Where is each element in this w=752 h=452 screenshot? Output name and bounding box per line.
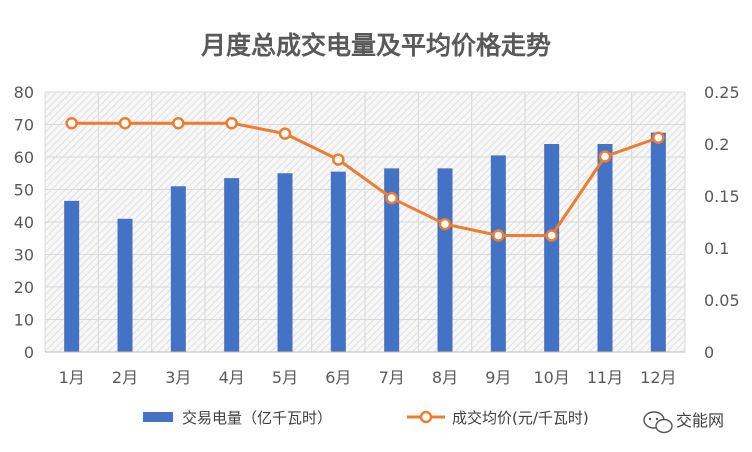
bar — [117, 218, 133, 352]
bar-series — [64, 132, 666, 352]
line-point — [492, 229, 505, 242]
line-point — [118, 116, 132, 130]
chart-title: 月度总成交电量及平均价格走势 — [200, 31, 551, 60]
watermark: 交能网 — [643, 411, 724, 434]
line-point — [545, 229, 558, 242]
y-right-tick-label: 0.05 — [704, 291, 740, 310]
chat-bubble-icon — [643, 411, 673, 434]
line-point — [385, 191, 398, 205]
x-tick-label: 5月 — [272, 368, 298, 387]
bar — [384, 168, 400, 352]
line-point — [65, 116, 78, 130]
legend: 交易电量（亿千瓦时） 成交均价(元/千瓦时) — [143, 409, 589, 427]
x-tick-label: 4月 — [219, 368, 245, 387]
legend-bar-swatch — [143, 412, 173, 422]
bar — [597, 144, 613, 352]
line-point — [332, 153, 345, 166]
x-tick-label: 12月 — [640, 368, 676, 387]
line-point — [598, 150, 612, 163]
price-line — [71, 121, 659, 238]
bar — [544, 144, 560, 352]
line-series — [65, 116, 665, 242]
x-tick-label: 10月 — [533, 368, 569, 387]
y-right-tick-label: 0 — [704, 343, 714, 362]
x-tick-label: 6月 — [325, 368, 351, 387]
y-right-tick-label: 0.1 — [704, 239, 729, 258]
bar — [170, 186, 186, 352]
watermark-text: 交能网 — [676, 411, 724, 430]
x-tick-label: 7月 — [379, 368, 405, 387]
y-right-tick-label: 0.15 — [704, 187, 740, 206]
y-left-tick-label: 50 — [14, 181, 34, 200]
y-left-tick-label: 40 — [14, 213, 34, 232]
bar — [330, 171, 346, 352]
x-tick-label: 1月 — [59, 368, 85, 387]
bar — [490, 155, 506, 352]
y-left-tick-label: 0 — [24, 343, 34, 362]
x-axis: 1月 2月 3月 4月 5月 6月 7月 8月 9月 10月 11月 12月 — [45, 351, 685, 387]
y-right-tick-label: 0.25 — [704, 83, 740, 102]
y-left-tick-label: 30 — [14, 246, 34, 265]
y-right-tick-label: 0.2 — [704, 135, 729, 154]
line-point — [278, 127, 292, 140]
line-point — [225, 116, 238, 130]
y-axis-right: 0 0.05 0.1 0.15 0.2 0.25 — [704, 83, 740, 362]
bar — [64, 200, 80, 352]
y-left-tick-label: 80 — [14, 83, 34, 102]
x-tick-label: 11月 — [587, 368, 623, 387]
legend-bar-label: 交易电量（亿千瓦时） — [182, 409, 332, 427]
bar — [437, 168, 453, 352]
x-tick-label: 2月 — [112, 368, 138, 387]
line-point — [172, 116, 185, 130]
y-left-tick-label: 70 — [14, 116, 34, 135]
y-left-tick-label: 20 — [14, 278, 34, 297]
y-axis-left: 0 10 20 30 40 50 60 70 80 — [14, 83, 34, 362]
bar — [277, 173, 293, 352]
y-left-tick-label: 10 — [14, 311, 34, 330]
legend-line-label: 成交均价(元/千瓦时) — [452, 409, 589, 427]
x-tick-label: 9月 — [485, 368, 511, 387]
legend-line-marker — [419, 410, 433, 424]
bar — [224, 178, 240, 352]
line-point — [652, 131, 665, 145]
x-tick-label: 3月 — [165, 368, 191, 387]
x-tick-label: 8月 — [432, 368, 458, 387]
bar — [650, 132, 666, 352]
line-point — [438, 217, 452, 231]
y-left-tick-label: 60 — [14, 148, 34, 167]
